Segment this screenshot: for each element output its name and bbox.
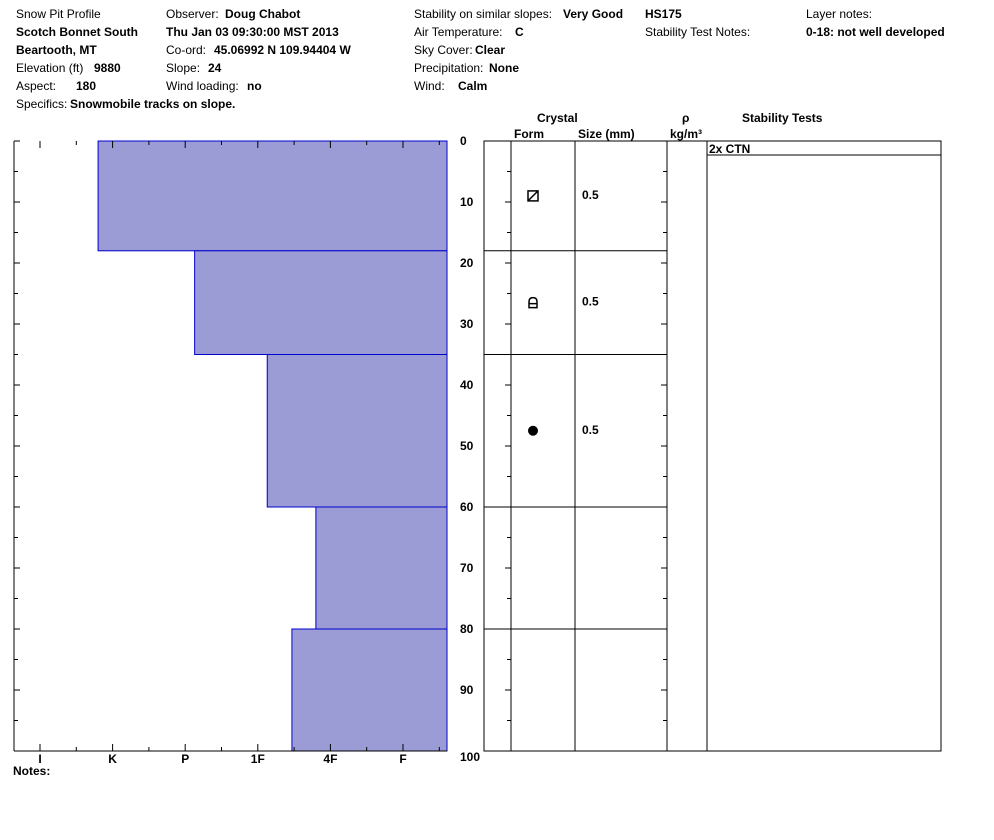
coord-value: 45.06992 N 109.94404 W bbox=[214, 43, 351, 57]
stability-test-label: 2x CTN bbox=[709, 142, 750, 156]
stability-label: Stability on similar slopes: bbox=[414, 7, 553, 21]
slope-label: Slope: bbox=[166, 61, 201, 75]
hardness-tick-label: 1F bbox=[251, 752, 265, 766]
rounded-grain-icon bbox=[528, 425, 538, 436]
depth-tick-label: 100 bbox=[460, 750, 480, 764]
crystal-header: Crystal bbox=[537, 111, 578, 125]
faceted-rounded-icon-slash bbox=[527, 190, 539, 202]
stability-test-notes-label: Stability Test Notes: bbox=[645, 25, 751, 39]
depth-hoar-icon bbox=[528, 296, 538, 309]
depth-tick-label: 30 bbox=[460, 317, 474, 331]
crystal-size-label: 0.5 bbox=[582, 295, 599, 309]
stability-value: Very Good bbox=[563, 7, 624, 21]
hardness-tick-label: F bbox=[399, 752, 406, 766]
depth-tick-label: 70 bbox=[460, 561, 474, 575]
aspect-label: Aspect: bbox=[16, 79, 57, 93]
precip-label: Precipitation: bbox=[414, 61, 484, 75]
density-unit: kg/m³ bbox=[670, 127, 703, 141]
profile-table-frame bbox=[483, 140, 942, 752]
notes-label: Notes: bbox=[13, 764, 51, 778]
sky-value: Clear bbox=[475, 43, 506, 57]
hardness-layer bbox=[194, 250, 448, 355]
depth-tick-label: 50 bbox=[460, 439, 474, 453]
region: Beartooth, MT bbox=[16, 43, 97, 57]
depth-tick-label: 0 bbox=[460, 134, 467, 148]
hardness-tick-label: K bbox=[108, 752, 117, 766]
depth-tick-label: 90 bbox=[460, 683, 474, 697]
crystal-size-label: 0.5 bbox=[582, 188, 599, 202]
hardness-layer bbox=[291, 628, 448, 752]
precip-value: None bbox=[489, 61, 519, 75]
aspect-value: 180 bbox=[76, 79, 97, 93]
hardness-layer bbox=[266, 354, 448, 508]
form-header: Form bbox=[514, 127, 544, 141]
elevation-label: Elevation (ft) bbox=[16, 61, 84, 75]
air-temp-value: C bbox=[515, 25, 524, 39]
hardness-tick-label: I bbox=[38, 752, 41, 766]
wind-value: Calm bbox=[458, 79, 488, 93]
slope-value: 24 bbox=[208, 61, 222, 75]
layer-notes-label: Layer notes: bbox=[806, 7, 873, 21]
wind-label: Wind: bbox=[414, 79, 445, 93]
depth-tick-label: 10 bbox=[460, 195, 474, 209]
crystal-size-label: 0.5 bbox=[582, 423, 599, 437]
air-temp-label: Air Temperature: bbox=[414, 25, 503, 39]
density-header: ρ bbox=[682, 111, 690, 125]
location: Scotch Bonnet South bbox=[16, 25, 138, 39]
observer-label: Observer: bbox=[166, 7, 219, 21]
faceted-rounded-icon bbox=[527, 190, 539, 202]
depth-tick-label: 40 bbox=[460, 378, 474, 392]
hardness-layer bbox=[97, 140, 448, 252]
depth-tick-label: 20 bbox=[460, 256, 474, 270]
hardness-tick-label: 4F bbox=[323, 752, 337, 766]
specifics-value: Snowmobile tracks on slope. bbox=[70, 97, 236, 111]
hardness-layer bbox=[315, 506, 448, 630]
size-header: Size (mm) bbox=[578, 127, 635, 141]
wind-loading-label: Wind loading: bbox=[166, 79, 239, 93]
sky-label: Sky Cover: bbox=[414, 43, 473, 57]
specifics-label: Specifics: bbox=[16, 97, 68, 111]
page-title: Snow Pit Profile bbox=[16, 7, 101, 21]
snow-height: HS175 bbox=[645, 7, 682, 21]
observer-value: Doug Chabot bbox=[225, 7, 301, 21]
stability-tests-header: Stability Tests bbox=[742, 111, 823, 125]
wind-loading-value: no bbox=[247, 79, 262, 93]
layer-notes-value: 0-18: not well developed bbox=[806, 25, 945, 39]
depth-tick-label: 80 bbox=[460, 622, 474, 636]
depth-tick-label: 60 bbox=[460, 500, 474, 514]
datetime: Thu Jan 03 09:30:00 MST 2013 bbox=[166, 25, 339, 39]
hardness-tick-label: P bbox=[181, 752, 189, 766]
coord-label: Co-ord: bbox=[166, 43, 207, 57]
elevation-value: 9880 bbox=[94, 61, 121, 75]
